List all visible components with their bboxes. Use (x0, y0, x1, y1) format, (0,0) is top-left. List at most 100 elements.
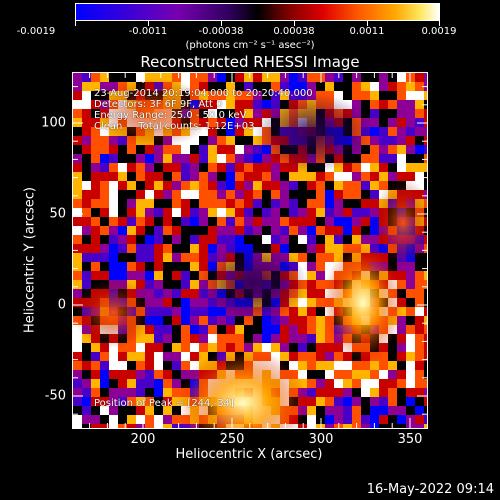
image-pixel (118, 244, 127, 253)
image-pixel (109, 352, 118, 361)
image-pixel (226, 91, 235, 100)
image-pixel (172, 271, 181, 280)
image-pixel (217, 73, 226, 82)
image-pixel (109, 73, 118, 82)
image-pixel (145, 226, 154, 235)
image-pixel (397, 316, 406, 325)
detectors-info: Detectors: 3F 6F 9F, Att 0 (94, 99, 223, 110)
image-pixel (244, 343, 253, 352)
image-pixel (298, 244, 307, 253)
image-pixel (334, 181, 343, 190)
image-pixel (154, 298, 163, 307)
image-pixel (145, 154, 154, 163)
image-pixel (190, 190, 199, 199)
image-pixel (271, 343, 280, 352)
image-pixel (109, 172, 118, 181)
image-pixel (163, 289, 172, 298)
image-pixel (91, 244, 100, 253)
image-pixel (289, 244, 298, 253)
image-pixel (406, 82, 415, 91)
image-pixel (253, 145, 262, 154)
image-pixel (244, 190, 253, 199)
image-pixel (298, 217, 307, 226)
image-pixel (190, 82, 199, 91)
image-pixel (406, 154, 415, 163)
image-pixel (253, 235, 262, 244)
image-pixel (352, 406, 361, 415)
image-pixel (343, 91, 352, 100)
image-pixel (370, 109, 379, 118)
image-pixel (388, 109, 397, 118)
image-pixel (100, 397, 109, 406)
image-pixel (271, 91, 280, 100)
image-pixel (316, 352, 325, 361)
image-pixel (361, 379, 370, 388)
image-pixel (280, 208, 289, 217)
image-pixel (82, 361, 91, 370)
image-pixel (325, 199, 334, 208)
image-pixel (343, 370, 352, 379)
image-pixel (415, 415, 424, 424)
image-pixel (100, 154, 109, 163)
image-pixel (217, 154, 226, 163)
image-pixel (154, 226, 163, 235)
image-pixel (190, 163, 199, 172)
image-pixel (406, 388, 415, 397)
image-pixel (199, 73, 208, 82)
image-pixel (370, 199, 379, 208)
image-pixel (397, 280, 406, 289)
image-pixel (253, 226, 262, 235)
image-pixel (343, 397, 352, 406)
image-pixel (181, 361, 190, 370)
peak-position-label: Position of Peak = [244,-34] (94, 398, 234, 409)
image-pixel (217, 127, 226, 136)
image-pixel (100, 244, 109, 253)
image-pixel (271, 73, 280, 82)
image-pixel (181, 298, 190, 307)
image-pixel (127, 181, 136, 190)
image-pixel (235, 199, 244, 208)
image-pixel (154, 325, 163, 334)
image-pixel (154, 235, 163, 244)
image-pixel (163, 406, 172, 415)
image-pixel (370, 379, 379, 388)
image-pixel (379, 163, 388, 172)
image-pixel (145, 271, 154, 280)
image-pixel (289, 352, 298, 361)
image-pixel (91, 415, 100, 424)
image-pixel (316, 343, 325, 352)
image-pixel (262, 208, 271, 217)
image-pixel (109, 424, 118, 428)
image-pixel (262, 91, 271, 100)
image-pixel (154, 262, 163, 271)
image-pixel (370, 361, 379, 370)
image-pixel (424, 298, 427, 307)
image-pixel (172, 181, 181, 190)
image-pixel (352, 172, 361, 181)
image-pixel (100, 190, 109, 199)
image-pixel (325, 73, 334, 82)
image-pixel (136, 244, 145, 253)
image-pixel (415, 298, 424, 307)
image-pixel (415, 406, 424, 415)
image-pixel (253, 73, 262, 82)
image-pixel (172, 226, 181, 235)
image-pixel (91, 235, 100, 244)
axis-ticks (73, 73, 427, 428)
image-pixel (316, 316, 325, 325)
image-pixel (172, 262, 181, 271)
image-pixel (361, 415, 370, 424)
image-pixel (163, 244, 172, 253)
image-pixel (154, 397, 163, 406)
image-pixel (388, 361, 397, 370)
image-pixel (424, 253, 427, 262)
image-pixel (406, 172, 415, 181)
image-pixel (325, 226, 334, 235)
colorbar-tick-label: -0.0019 (16, 26, 56, 37)
image-pixel (109, 226, 118, 235)
image-pixel (361, 82, 370, 91)
image-pixel (181, 352, 190, 361)
image-pixel (397, 343, 406, 352)
image-pixel (181, 73, 190, 82)
image-pixel (136, 343, 145, 352)
